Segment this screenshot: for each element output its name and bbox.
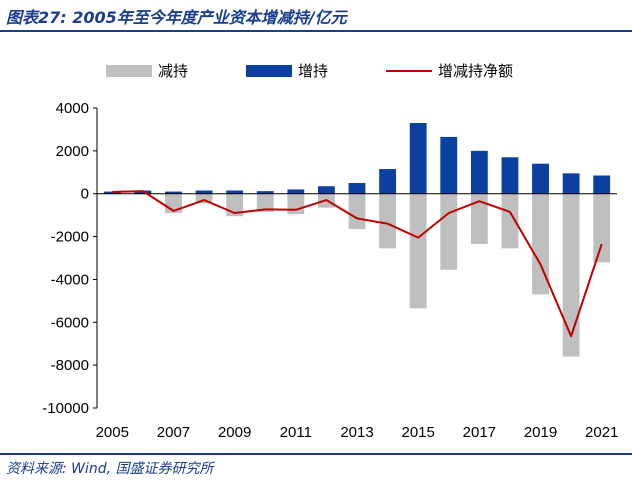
net-line: [112, 190, 603, 338]
x-tick-label: 2009: [218, 424, 251, 441]
x-tick-label: 2005: [96, 424, 129, 441]
bar-increase: [256, 191, 274, 194]
bar-decrease: [409, 193, 427, 309]
bar-increase: [593, 175, 611, 194]
plot-area: -10000 -8000 -6000 -4000 -2000 0 2000 4000 2005 2…: [42, 100, 618, 441]
y-tick-label: -10000: [42, 400, 89, 417]
source-rule: [0, 453, 632, 455]
bar-increase: [287, 189, 305, 194]
bar-increase: [165, 191, 182, 194]
bar-decrease: [532, 193, 549, 295]
bar-decrease: [440, 193, 458, 270]
y-tick-label: 4000: [56, 100, 89, 117]
bar-decrease: [256, 193, 274, 212]
x-tick-label: 2015: [401, 424, 434, 441]
bar-increase: [318, 186, 335, 194]
bar-increase: [440, 136, 458, 194]
bar-decrease: [287, 193, 305, 215]
y-tick-label: -8000: [51, 357, 89, 374]
bar-decrease: [562, 193, 580, 357]
y-tick-label: 2000: [56, 143, 89, 160]
bar-increase: [562, 173, 580, 194]
bar-increase: [470, 150, 488, 194]
bar-increase: [195, 190, 213, 194]
y-tick-label: -2000: [51, 229, 89, 246]
x-tick-label: 2007: [157, 424, 190, 441]
bar-decrease: [501, 193, 519, 249]
legend-label-decrease: 减持: [158, 62, 188, 80]
bar-increase: [103, 191, 121, 194]
bar-increase: [409, 123, 427, 194]
bar-decrease: [593, 193, 611, 263]
bar-increase: [348, 183, 366, 194]
x-tick-label: 2021: [585, 424, 618, 441]
chart-title: 图表27: 2005年至今年度产业资本增减持/亿元: [6, 8, 347, 27]
y-tick-label: 0: [81, 186, 89, 203]
bar-decrease: [348, 193, 366, 230]
y-tick-label: -4000: [51, 271, 89, 288]
legend-swatch-increase: [246, 65, 292, 77]
legend-label-increase: 增持: [298, 62, 328, 80]
bar-increase: [501, 157, 519, 194]
source-note: 资料来源: Wind, 国盛证券研究所: [6, 461, 214, 477]
bar-decrease: [470, 193, 488, 245]
legend-swatch-decrease: [106, 65, 152, 77]
y-tick-label: -6000: [51, 314, 89, 331]
x-tick-label: 2013: [340, 424, 373, 441]
x-tick-label: 2017: [463, 424, 496, 441]
x-tick-label: 2011: [280, 424, 312, 441]
bar-increase: [379, 169, 396, 194]
bar-decrease: [379, 193, 396, 249]
legend-label-net: 增减持净额: [438, 62, 513, 80]
bar-increase: [532, 163, 549, 194]
bar-increase: [226, 190, 244, 194]
title-rule: [0, 30, 632, 32]
x-tick-label: 2019: [524, 424, 557, 441]
bar-decrease: [195, 193, 213, 204]
legend: 减持 增持 增减持净额: [106, 62, 513, 80]
